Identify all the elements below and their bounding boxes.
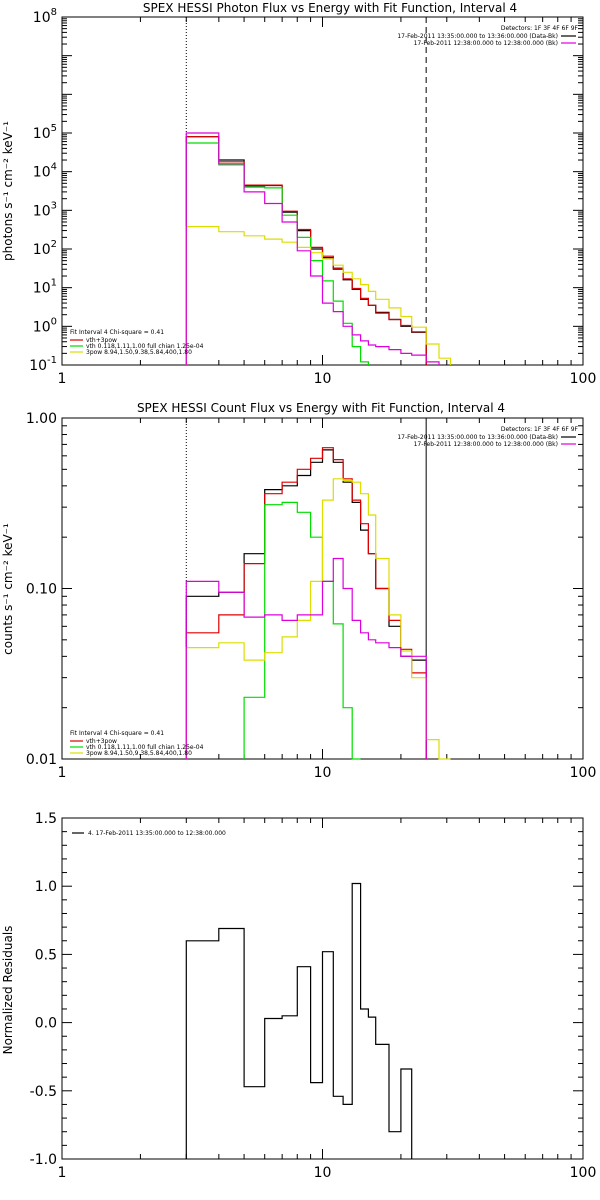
residuals-series-line-0: [185, 882, 413, 1159]
photon-flux-x-ticks: 1 10 100: [58, 17, 597, 387]
count-flux-series-line-3: [185, 478, 451, 760]
residuals-legend-text: 4. 17-Feb-2011 13:35:00.000 to 12:38:00.…: [88, 830, 226, 837]
photon-flux-fit-item-green: vth 0.118,1.11,1.00 full chian 1.25e-04: [86, 343, 204, 350]
count-flux-y-ticks: 0.01 0.10 1.00: [26, 411, 583, 768]
residuals-x-tick-label: 100: [570, 1165, 597, 1181]
photon-flux-y-ticks: 10-1 100 101 102 103 104 105 108: [29, 7, 583, 374]
count-flux-series-line-2: [243, 501, 361, 760]
photon-flux-fit-item-red: vth+3pow: [86, 337, 117, 344]
photon-flux-y-tick-label: 105: [33, 123, 57, 142]
residuals-y-tick-label: -1.0: [30, 1152, 57, 1168]
count-flux-series: [185, 418, 451, 760]
photon-flux-legend-time-bk: 17-Feb-2011 12:38:00.000 to 12:38:00.000…: [414, 40, 558, 47]
photon-flux-y-label: photons s⁻¹ cm⁻² keV⁻¹: [1, 121, 15, 261]
photon-flux-y-tick-label: 101: [33, 278, 57, 297]
count-flux-fit-item-red: vth+3pow: [86, 738, 117, 745]
count-flux-legend-times: 17-Feb-2011 13:35:00.000 to 13:36:00.000…: [397, 434, 576, 448]
photon-flux-frame: [61, 16, 584, 366]
count-flux-legend-time-data: 17-Feb-2011 13:35:00.000 to 13:36:00.000…: [397, 434, 558, 441]
photon-flux-y-tick-label: 103: [33, 200, 57, 219]
count-flux-title: SPEX HESSI Count Flux vs Energy with Fit…: [137, 401, 505, 415]
photon-flux-title: SPEX HESSI Photon Flux vs Energy with Fi…: [143, 1, 517, 15]
count-flux-x-ticks: 1 10 100: [58, 418, 597, 781]
count-flux-y-tick-label: 0.10: [26, 582, 57, 598]
count-flux-fit-item-green: vth 0.118,1.11,1.00 full chian 1.25e-04: [86, 744, 204, 751]
photon-flux-series-line-2: [185, 142, 369, 365]
photon-flux-x-tick-label: 10: [314, 371, 332, 387]
residuals-y-tick-label: 1.0: [35, 879, 57, 895]
photon-flux-detectors: Detectors: 1F 3F 4F 6F 9F: [501, 25, 579, 32]
photon-flux-y-tick-label: 104: [33, 162, 57, 181]
count-flux-fit-label: Fit Interval 4 Chi-square = 0.41: [70, 730, 164, 737]
photon-flux-series: [185, 17, 452, 365]
photon-flux-fit-label: Fit Interval 4 Chi-square = 0.41: [70, 329, 164, 336]
residuals-panel: Normalized Residuals -1.0 -0.5 0.0 0.5 1.0 1.…: [1, 811, 596, 1181]
photon-flux-x-tick-label: 1: [58, 371, 67, 387]
residuals-y-tick-label: 1.5: [35, 811, 57, 827]
count-flux-fit-legend: Fit Interval 4 Chi-square = 0.41 vth+3po…: [70, 730, 204, 757]
residuals-y-ticks: -1.0 -0.5 0.0 0.5 1.0 1.5: [30, 811, 583, 1168]
residuals-x-tick-label: 10: [314, 1165, 332, 1181]
residuals-y-tick-label: 0.5: [35, 947, 57, 963]
residuals-x-tick-label: 1: [58, 1165, 67, 1181]
count-flux-x-tick-label: 10: [314, 765, 332, 781]
count-flux-x-tick-label: 1: [58, 765, 67, 781]
photon-flux-y-tick-label: 108: [33, 7, 57, 26]
photon-flux-series-line-3: [185, 226, 452, 365]
residuals-y-label: Normalized Residuals: [1, 926, 15, 1055]
photon-flux-panel: SPEX HESSI Photon Flux vs Energy with Fi…: [1, 1, 596, 387]
photon-flux-y-tick-label: 102: [33, 239, 57, 258]
count-flux-panel: SPEX HESSI Count Flux vs Energy with Fit…: [1, 401, 596, 781]
photon-flux-legend-times: 17-Feb-2011 13:35:00.000 to 13:36:00.000…: [397, 33, 576, 47]
count-flux-y-tick-label: 1.00: [26, 411, 57, 427]
residuals-x-ticks: 1 10 100: [58, 818, 597, 1181]
photon-flux-y-tick-label: 100: [33, 316, 57, 335]
count-flux-series-line-1: [185, 447, 427, 759]
photon-flux-y-tick-label: 10-1: [29, 355, 57, 374]
residuals-series: [185, 882, 413, 1159]
photon-flux-x-tick-label: 100: [570, 371, 597, 387]
photon-flux-fit-item-yellow: 3pow 8.94,1.50,9.38,5.84,400,1.80: [86, 349, 192, 356]
count-flux-detectors: Detectors: 1F 3F 4F 6F 9F: [501, 426, 579, 433]
residuals-y-tick-label: -0.5: [30, 1084, 57, 1100]
photon-flux-legend-time-data: 17-Feb-2011 13:35:00.000 to 13:36:00.000…: [397, 33, 558, 40]
count-flux-legend-time-bk: 17-Feb-2011 12:38:00.000 to 12:38:00.000…: [414, 441, 558, 448]
count-flux-x-tick-label: 100: [570, 765, 597, 781]
count-flux-y-label: counts s⁻¹ cm⁻² keV⁻¹: [1, 523, 15, 655]
photon-flux-fit-legend: Fit Interval 4 Chi-square = 0.41 vth+3po…: [70, 329, 204, 356]
residuals-y-tick-label: 0.0: [35, 1016, 57, 1032]
count-flux-y-tick-label: 0.01: [26, 752, 57, 768]
count-flux-series-line-0: [185, 449, 427, 759]
photon-flux-series-line-4: [185, 132, 440, 365]
count-flux-fit-item-yellow: 3pow 8.94,1.50,9.38,5.84,400,1.80: [86, 750, 192, 757]
count-flux-series-line-4: [185, 557, 427, 759]
